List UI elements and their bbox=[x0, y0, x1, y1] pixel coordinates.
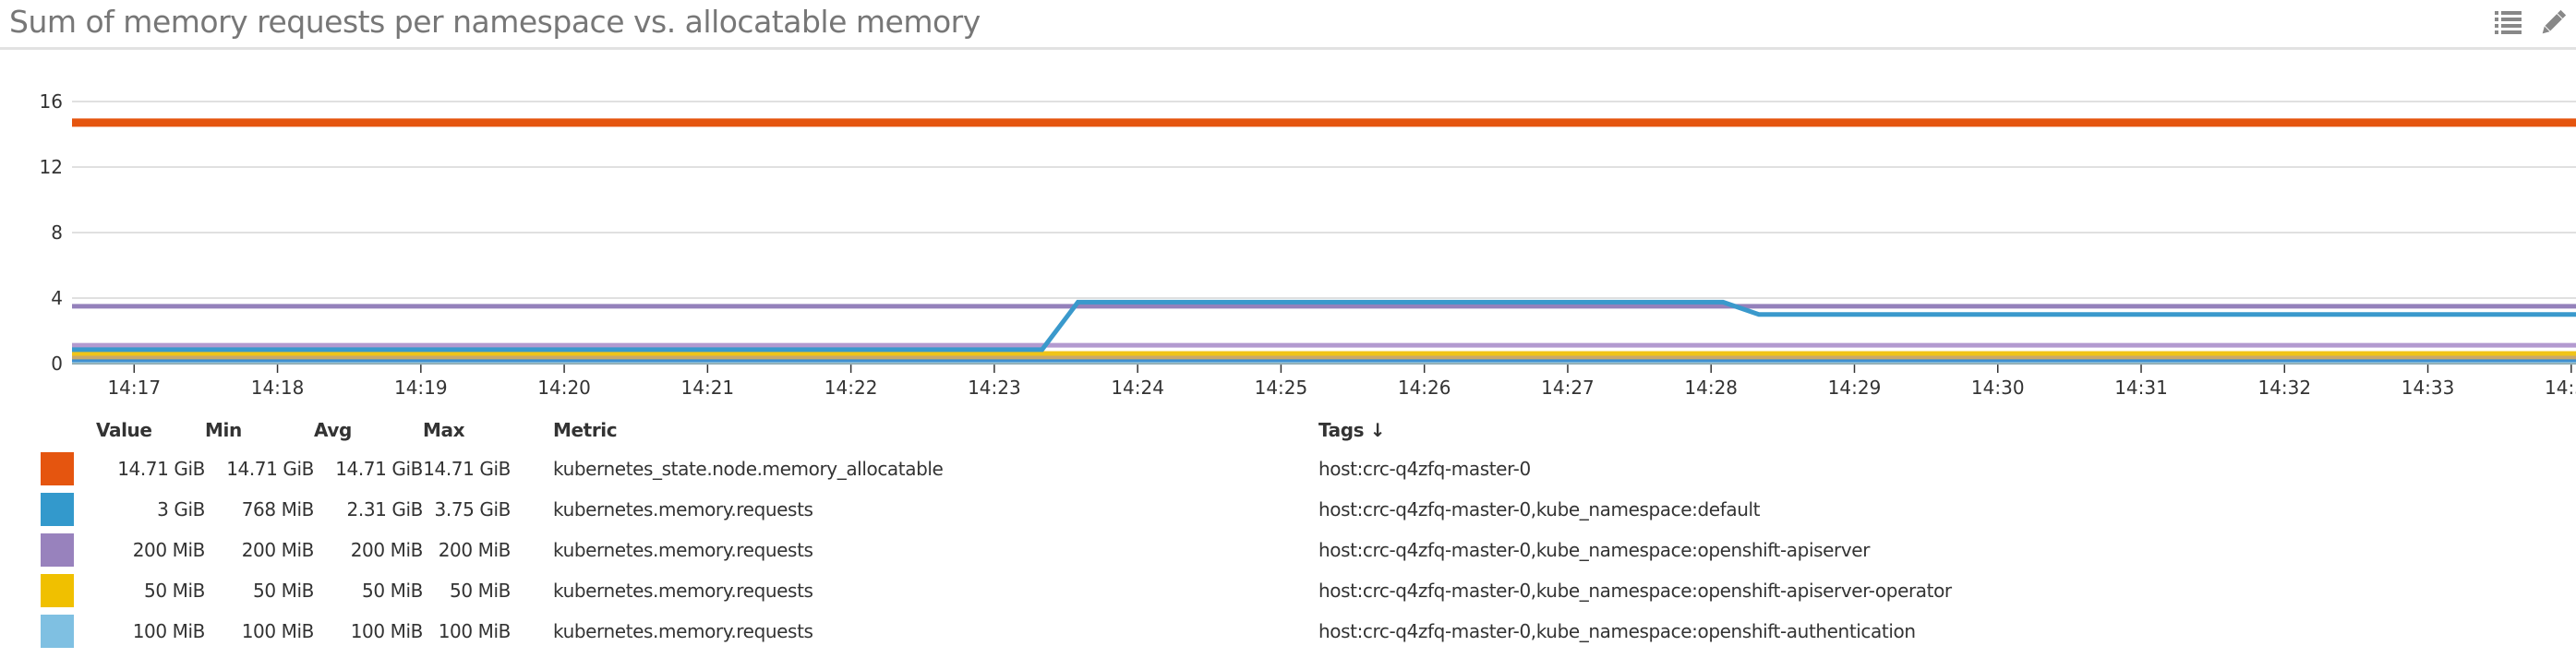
col-min[interactable]: Min bbox=[205, 419, 242, 441]
legend-max: 14.71 GiB bbox=[423, 458, 511, 480]
legend-row[interactable]: 200 MiB 200 MiB 200 MiB 200 MiB kubernetes.m… bbox=[41, 530, 1952, 570]
series-color-swatch bbox=[41, 574, 74, 607]
legend-avg: 200 MiB bbox=[350, 539, 424, 561]
x-tick-label: 14:29 bbox=[1828, 377, 1882, 399]
x-tick-label: 14:21 bbox=[681, 377, 735, 399]
legend-min: 768 MiB bbox=[241, 498, 315, 520]
x-tick-label: 14:30 bbox=[1971, 377, 2025, 399]
x-tick-label: 14:26 bbox=[1398, 377, 1451, 399]
col-metric[interactable]: Metric bbox=[553, 419, 618, 441]
legend-row[interactable]: 50 MiB 50 MiB 50 MiB 50 MiB kubernetes.memor… bbox=[41, 570, 1952, 611]
widget-title: Sum of memory requests per namespace vs.… bbox=[9, 4, 981, 40]
legend-metric: kubernetes.memory.requests bbox=[553, 580, 813, 602]
legend-metric: kubernetes.memory.requests bbox=[553, 498, 813, 520]
legend-header-row: Value Min Avg Max Metric Tags ↓ bbox=[41, 412, 1952, 449]
y-tick-label: 0 bbox=[51, 353, 63, 375]
x-tick-label: 14:33 bbox=[2401, 377, 2455, 399]
x-tick-label: 14:18 bbox=[251, 377, 305, 399]
legend-list-icon[interactable] bbox=[2493, 7, 2524, 39]
legend-tags: host:crc-q4zfq-master-0,kube_namespace:o… bbox=[1318, 580, 1952, 602]
legend-row[interactable]: 3 GiB 768 MiB 2.31 GiB 3.75 GiB kubernetes.m… bbox=[41, 489, 1952, 530]
edit-pencil-icon[interactable] bbox=[2537, 7, 2569, 39]
col-tags[interactable]: Tags ↓ bbox=[1318, 419, 1386, 441]
x-tick-label: 14:34 bbox=[2545, 377, 2576, 399]
legend-tags: host:crc-q4zfq-master-0 bbox=[1318, 458, 1531, 480]
y-tick-label: 4 bbox=[51, 287, 63, 309]
legend-value: 3 GiB bbox=[157, 498, 205, 520]
x-tick-label: 14:19 bbox=[394, 377, 448, 399]
legend-tags: host:crc-q4zfq-master-0,kube_namespace:d… bbox=[1318, 498, 1761, 520]
x-tick-label: 14:22 bbox=[825, 377, 878, 399]
legend-max: 200 MiB bbox=[438, 539, 512, 561]
y-tick-label: 8 bbox=[51, 221, 63, 244]
legend-value: 14.71 GiB bbox=[117, 458, 205, 480]
legend-row[interactable]: 100 MiB 100 MiB 100 MiB 100 MiB kubernetes.m… bbox=[41, 611, 1952, 652]
x-tick-label: 14:23 bbox=[968, 377, 1021, 399]
x-tick-label: 14:28 bbox=[1684, 377, 1738, 399]
legend-tags: host:crc-q4zfq-master-0,kube_namespace:o… bbox=[1318, 539, 1871, 561]
x-tick-label: 14:25 bbox=[1255, 377, 1308, 399]
col-max[interactable]: Max bbox=[423, 419, 465, 441]
legend-min: 14.71 GiB bbox=[226, 458, 314, 480]
y-tick-label: 12 bbox=[40, 156, 63, 178]
legend-max: 3.75 GiB bbox=[434, 498, 512, 520]
col-avg[interactable]: Avg bbox=[314, 419, 352, 441]
legend-min: 200 MiB bbox=[241, 539, 315, 561]
legend-avg: 50 MiB bbox=[362, 580, 423, 602]
legend-value: 100 MiB bbox=[132, 620, 206, 642]
series-color-swatch bbox=[41, 452, 74, 485]
legend-value: 50 MiB bbox=[144, 580, 205, 602]
series-color-swatch bbox=[41, 615, 74, 648]
series-line bbox=[72, 299, 2576, 353]
legend-tags: host:crc-q4zfq-master-0,kube_namespace:o… bbox=[1318, 620, 1916, 642]
y-tick-label: 16 bbox=[40, 90, 63, 113]
legend-row[interactable]: 14.71 GiB 14.71 GiB 14.71 GiB 14.71 GiB kube… bbox=[41, 449, 1952, 489]
x-tick-label: 14:27 bbox=[1541, 377, 1595, 399]
legend-metric: kubernetes_state.node.memory_allocatable bbox=[553, 458, 944, 480]
legend-avg: 2.31 GiB bbox=[346, 498, 424, 520]
legend-metric: kubernetes.memory.requests bbox=[553, 620, 813, 642]
series-color-swatch bbox=[41, 493, 74, 526]
series-color-swatch bbox=[41, 533, 74, 567]
col-value[interactable]: Value bbox=[96, 419, 152, 441]
x-tick-label: 14:32 bbox=[2257, 377, 2311, 399]
legend-value: 200 MiB bbox=[132, 539, 206, 561]
legend-max: 50 MiB bbox=[450, 580, 511, 602]
legend-min: 50 MiB bbox=[253, 580, 314, 602]
legend-max: 100 MiB bbox=[438, 620, 512, 642]
x-tick-label: 14:24 bbox=[1111, 377, 1164, 399]
x-tick-label: 14:17 bbox=[107, 377, 161, 399]
legend-metric: kubernetes.memory.requests bbox=[553, 539, 813, 561]
x-tick-label: 14:20 bbox=[537, 377, 591, 399]
legend-avg: 14.71 GiB bbox=[335, 458, 423, 480]
legend-min: 100 MiB bbox=[241, 620, 315, 642]
header-divider bbox=[0, 47, 2576, 50]
timeseries-chart: 0 4 8 12 16 14:17 14:18 14:19 14:20 14:21 14:22 14:… bbox=[40, 90, 2576, 399]
x-tick-label: 14:31 bbox=[2114, 377, 2168, 399]
legend-table: Value Min Avg Max Metric Tags ↓ 14.71 Gi… bbox=[41, 412, 1952, 652]
legend-avg: 100 MiB bbox=[350, 620, 424, 642]
